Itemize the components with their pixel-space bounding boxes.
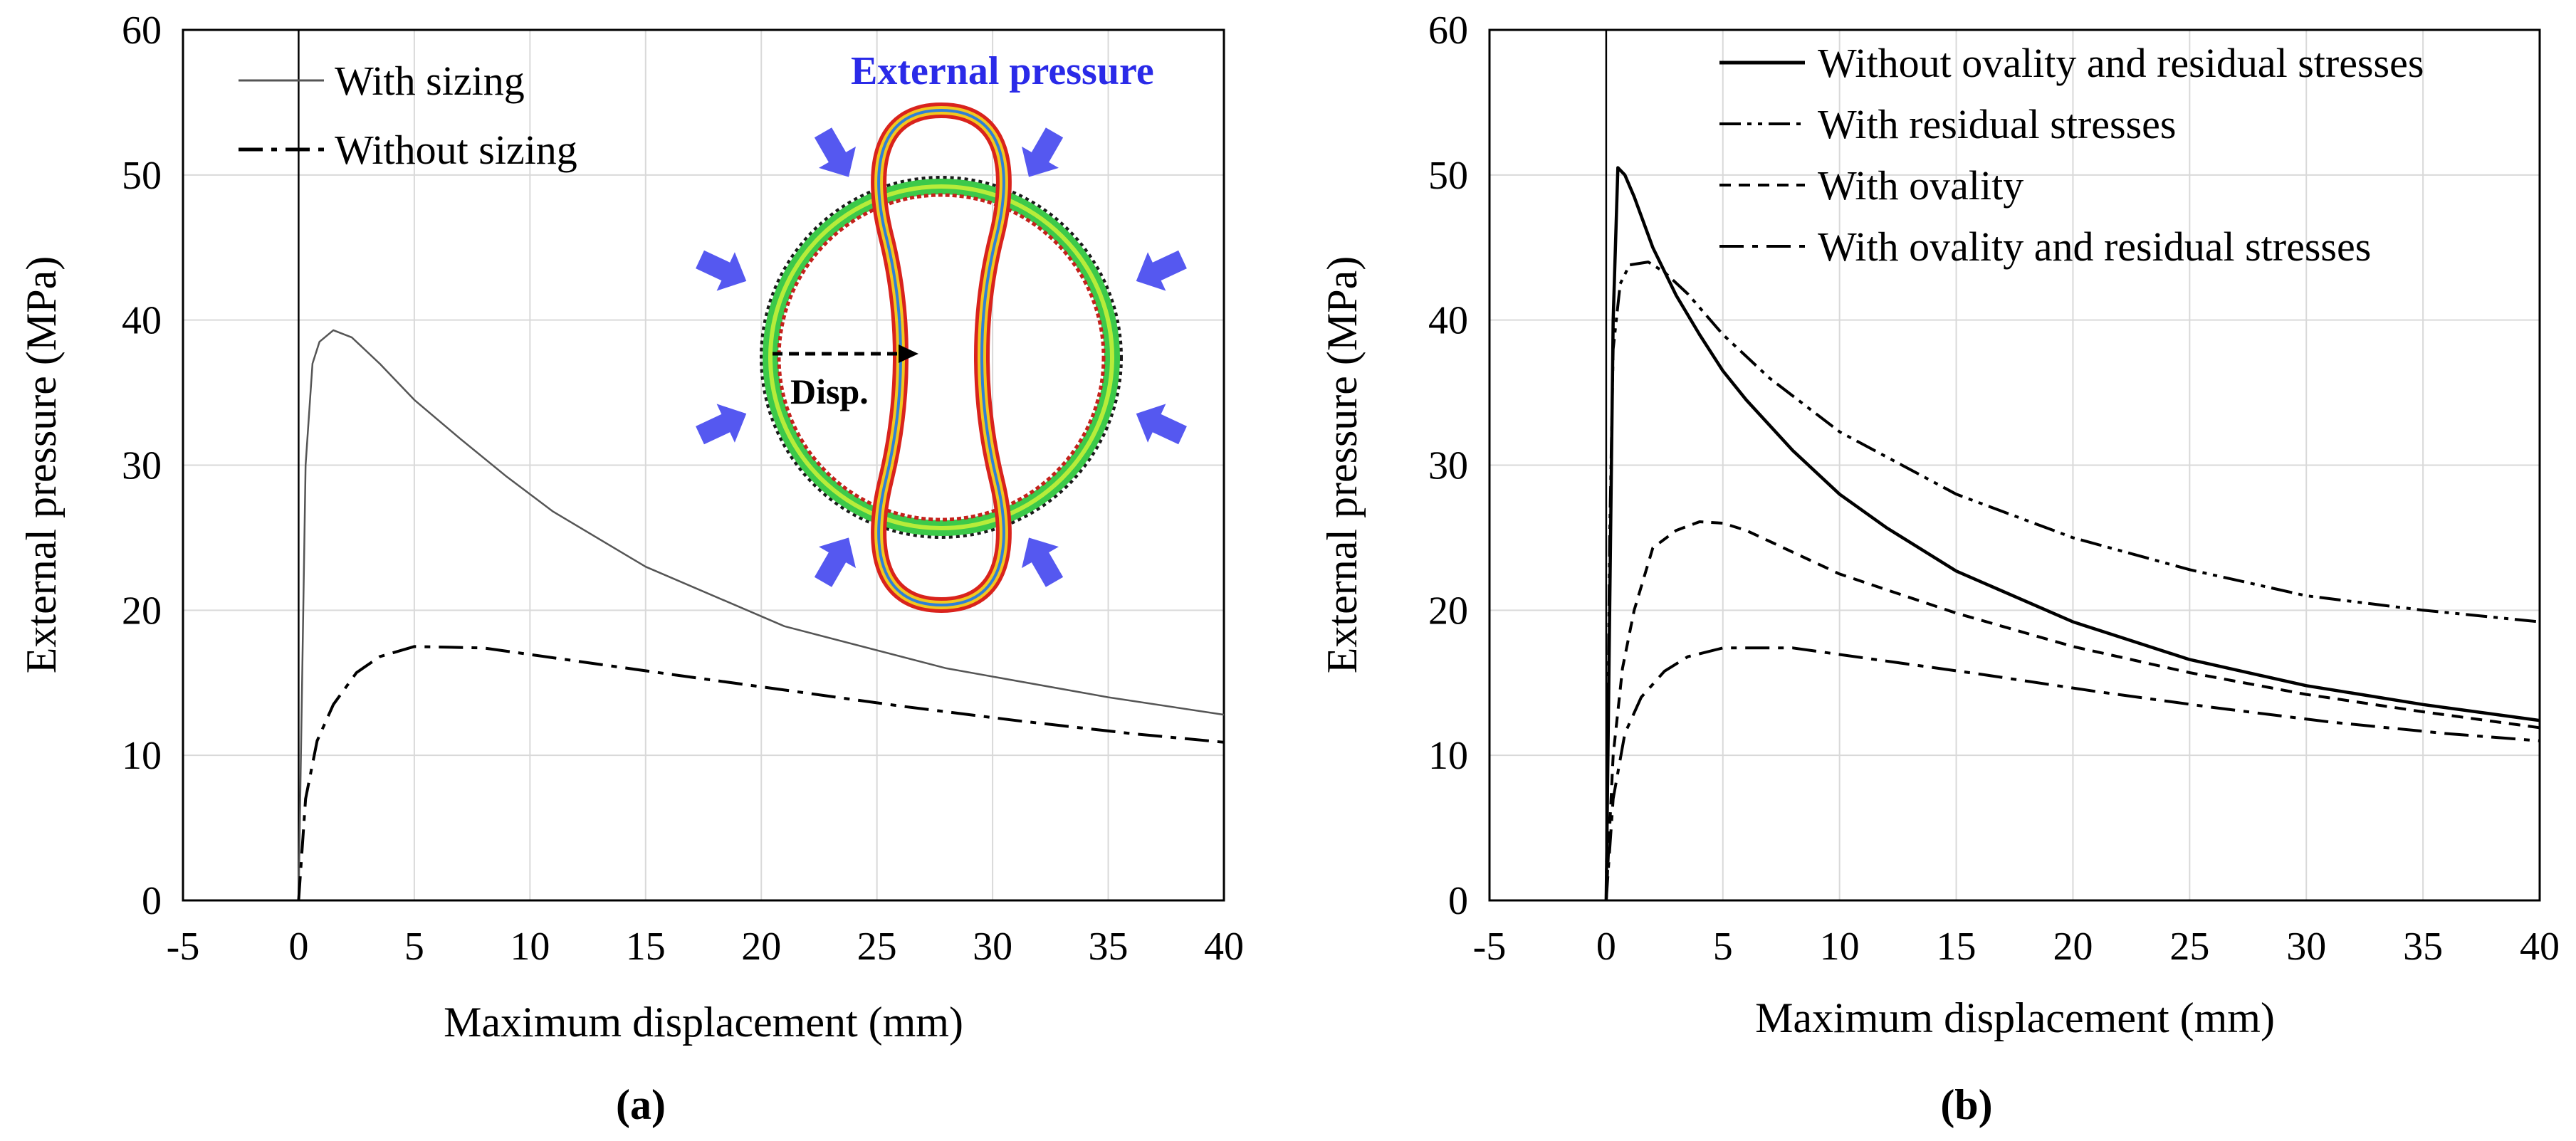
y-tick-label: 60 xyxy=(122,9,162,53)
pressure-arrow-icon xyxy=(1136,250,1187,291)
y-tick-label: 10 xyxy=(122,734,162,778)
panel-a-plot-frame xyxy=(182,28,1225,902)
collapsed-shape-inner-icon xyxy=(877,108,1005,607)
legend-label-with-sizing: With sizing xyxy=(335,58,525,104)
y-tick-label: 40 xyxy=(1428,299,1468,343)
legend-label-with-residual-stresses: With residual stresses xyxy=(1818,101,2176,147)
x-tick-label: 35 xyxy=(1089,925,1129,969)
legend-label-without-sizing: Without sizing xyxy=(335,127,577,173)
ring-outer-edge-icon xyxy=(760,176,1123,539)
x-tick-label: 20 xyxy=(741,925,781,969)
panel-b-plot-frame xyxy=(1488,28,2541,902)
y-tick-label: 0 xyxy=(1448,879,1468,923)
x-tick-label: 40 xyxy=(1204,925,1244,969)
x-tick-label: 25 xyxy=(2169,925,2209,969)
y-tick-label: 50 xyxy=(1428,154,1468,198)
x-tick-label: 5 xyxy=(404,925,424,969)
pressure-arrow-icon xyxy=(1136,404,1187,445)
x-tick-label: 30 xyxy=(2286,925,2326,969)
y-tick-label: 20 xyxy=(122,589,162,633)
pressure-arrow-icon xyxy=(1022,127,1064,177)
x-tick-label: 35 xyxy=(2403,925,2443,969)
legend-label-with-ovality-and-residual-stresses: With ovality and residual stresses xyxy=(1818,224,2371,270)
pressure-arrow-icon xyxy=(1022,537,1064,587)
panel-b-legend: Without ovality and residual stresses Wi… xyxy=(1719,40,2424,270)
panel-b-y-axis-label: External pressure (MPa) xyxy=(1319,256,1366,673)
y-tick-label: 20 xyxy=(1428,589,1468,633)
panel-a-legend: With sizing Without sizing xyxy=(239,58,577,173)
y-tick-label: 0 xyxy=(142,879,162,923)
x-tick-label: 20 xyxy=(2053,925,2093,969)
panel-b-grid xyxy=(1489,29,2540,901)
series-line-without-ovality-and-residual-stresses xyxy=(1604,166,2540,901)
panel-a-caption: (a) xyxy=(616,1081,666,1128)
inset-title: External pressure xyxy=(851,49,1154,93)
series-line-with-ovality xyxy=(1604,520,2540,901)
series-line-without-sizing xyxy=(297,645,1225,901)
y-tick-label: 30 xyxy=(122,444,162,488)
panel-b-x-axis-label: Maximum displacement (mm) xyxy=(1755,994,2275,1041)
panel-a-x-axis-label: Maximum displacement (mm) xyxy=(444,999,963,1046)
panel-b-caption: (b) xyxy=(1940,1081,1992,1128)
pressure-arrow-icon xyxy=(814,537,856,587)
pressure-arrows xyxy=(696,127,1187,587)
x-tick-label: 5 xyxy=(1713,925,1733,969)
y-tick-label: 30 xyxy=(1428,444,1468,488)
series-line-with-sizing xyxy=(298,329,1225,901)
x-tick-label: -5 xyxy=(1473,925,1507,969)
x-tick-label: 0 xyxy=(288,925,308,969)
pressure-arrow-icon xyxy=(696,250,747,291)
y-tick-label: 10 xyxy=(1428,734,1468,778)
inset-disp-label: Disp. xyxy=(790,372,869,411)
panel-a-series-layer xyxy=(297,329,1225,901)
collapse-inset: External pressure Disp. xyxy=(696,49,1187,614)
series-line-with-ovality-and-residual-stresses xyxy=(1604,646,2540,901)
x-tick-label: 0 xyxy=(1596,925,1616,969)
x-tick-label: 30 xyxy=(973,925,1012,969)
legend-label-without-ovality-and-residual-stresses: Without ovality and residual stresses xyxy=(1818,40,2424,86)
x-tick-label: 15 xyxy=(626,925,666,969)
displacement-arrowhead-icon xyxy=(899,345,918,363)
x-tick-label: 15 xyxy=(1937,925,1976,969)
x-tick-label: 25 xyxy=(857,925,897,969)
pressure-arrow-icon xyxy=(696,404,747,445)
y-tick-label: 40 xyxy=(122,299,162,343)
x-tick-label: 10 xyxy=(1820,925,1860,969)
series-line-with-residual-stresses xyxy=(1604,261,2540,901)
panel-a-y-axis-label: External pressure (MPa) xyxy=(18,256,65,673)
panel-b-series-layer xyxy=(1604,166,2540,901)
x-tick-label: 10 xyxy=(510,925,550,969)
x-tick-label: 40 xyxy=(2520,925,2560,969)
x-tick-label: -5 xyxy=(167,925,200,969)
pressure-arrow-icon xyxy=(814,127,856,177)
ring-inner-edge-icon xyxy=(777,193,1106,522)
legend-label-with-ovality: With ovality xyxy=(1818,162,2023,209)
y-tick-label: 60 xyxy=(1428,9,1468,53)
ring-band-highlight-icon xyxy=(768,184,1114,530)
y-tick-label: 50 xyxy=(122,154,162,198)
